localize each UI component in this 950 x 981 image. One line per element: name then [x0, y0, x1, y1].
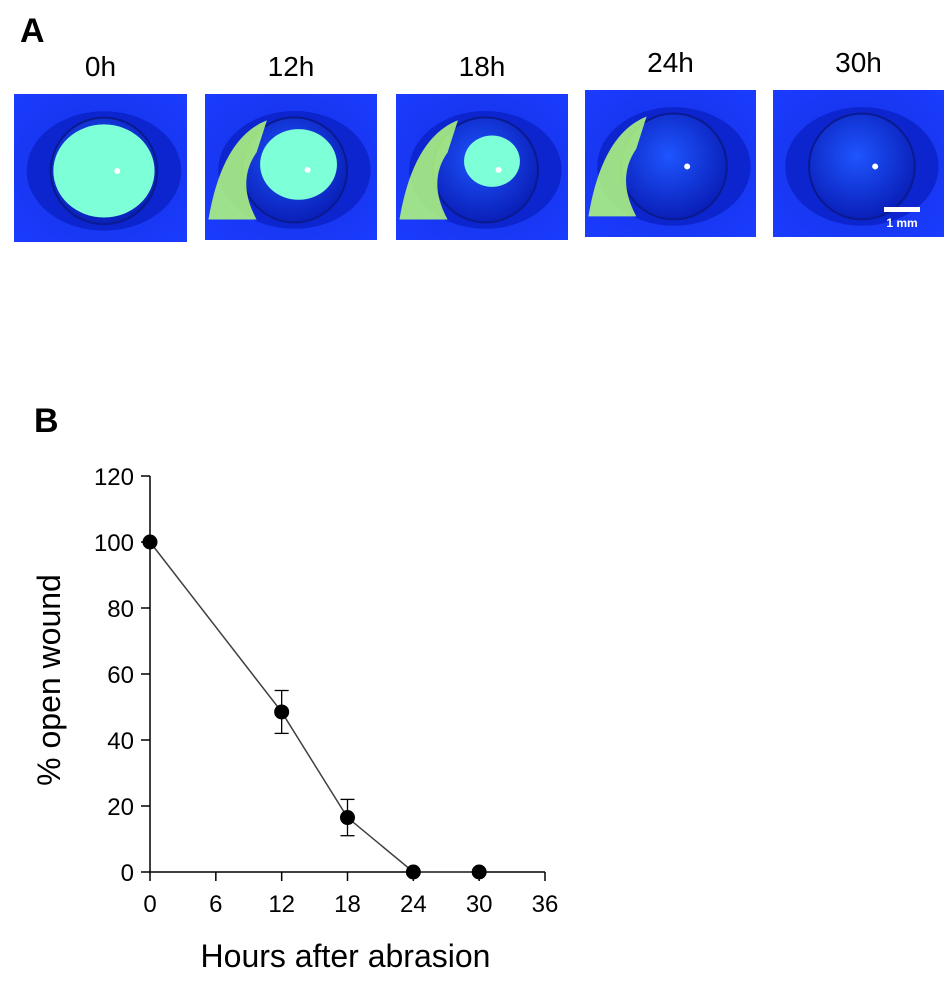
- data-point: [340, 810, 355, 826]
- y-tick-label: 40: [107, 728, 134, 755]
- eye-photo: [205, 94, 377, 240]
- y-axis-label: % open wound: [31, 574, 67, 786]
- x-tick-label: 18: [334, 891, 361, 918]
- corneal-reflection: [872, 163, 879, 170]
- y-tick-label: 120: [94, 464, 134, 491]
- timepoint-label: 12h: [267, 51, 315, 82]
- epithelial-wound-stain: [464, 135, 520, 187]
- epithelial-wound-stain: [260, 129, 337, 200]
- y-tick-label: 100: [94, 530, 134, 557]
- panel-a-letter: A: [20, 12, 45, 50]
- timepoint-label: 30h: [835, 47, 882, 78]
- corneal-reflection: [684, 163, 691, 170]
- x-tick-label: 0: [143, 891, 156, 918]
- eye-photo: 1 mm: [773, 90, 944, 237]
- timepoint-label: 24h: [647, 47, 694, 78]
- x-tick-label: 24: [400, 891, 427, 918]
- scale-bar: [884, 207, 920, 212]
- x-tick-label: 6: [209, 891, 222, 918]
- scale-bar-label: 1 mm: [886, 216, 917, 230]
- panel-b-letter: B: [34, 402, 59, 440]
- fluorescein-pooling: [399, 120, 458, 220]
- chart-axes: 0 6 12 18 24 30 36 0 20 40 60 80 100 120: [94, 464, 558, 918]
- corneal-reflection: [114, 167, 121, 174]
- timepoint-label: 0h: [84, 51, 117, 82]
- x-tick-label: 36: [532, 891, 559, 918]
- y-tick-label: 60: [107, 662, 134, 689]
- data-point: [142, 534, 158, 550]
- fluorescein-pooling: [208, 120, 267, 220]
- eye-photo-panel: 30h 1 mm: [773, 47, 944, 237]
- fluorescein-pooling: [588, 116, 647, 217]
- x-axis-label: Hours after abrasion: [201, 938, 491, 974]
- eye-photo: [585, 90, 756, 237]
- x-tick-label: 30: [466, 891, 493, 918]
- eye-photo-panel: 24h: [585, 47, 756, 237]
- data-point: [405, 864, 421, 880]
- y-tick-label: 20: [107, 794, 134, 821]
- eye-photo-panel: 18h: [396, 51, 568, 240]
- chart-series: [142, 534, 487, 880]
- epithelial-wound-stain: [53, 124, 155, 218]
- corneal-reflection: [304, 166, 311, 173]
- eye-photo-panel: 0h: [14, 51, 187, 242]
- timepoint-label: 18h: [458, 51, 506, 82]
- y-tick-label: 80: [107, 596, 134, 623]
- eye-photo: [396, 94, 568, 240]
- wound-closure-chart: 0 6 12 18 24 30 36 0 20 40 60 80 100 120 % open wound…: [31, 464, 558, 974]
- eye-photo: [14, 94, 187, 242]
- data-point: [471, 864, 487, 880]
- data-point: [274, 704, 290, 720]
- x-tick-label: 12: [268, 891, 295, 918]
- series-line: [149, 541, 480, 873]
- eye-photo-panel: 12h: [205, 51, 377, 240]
- y-tick-label: 0: [121, 860, 134, 887]
- corneal-reflection: [495, 166, 502, 173]
